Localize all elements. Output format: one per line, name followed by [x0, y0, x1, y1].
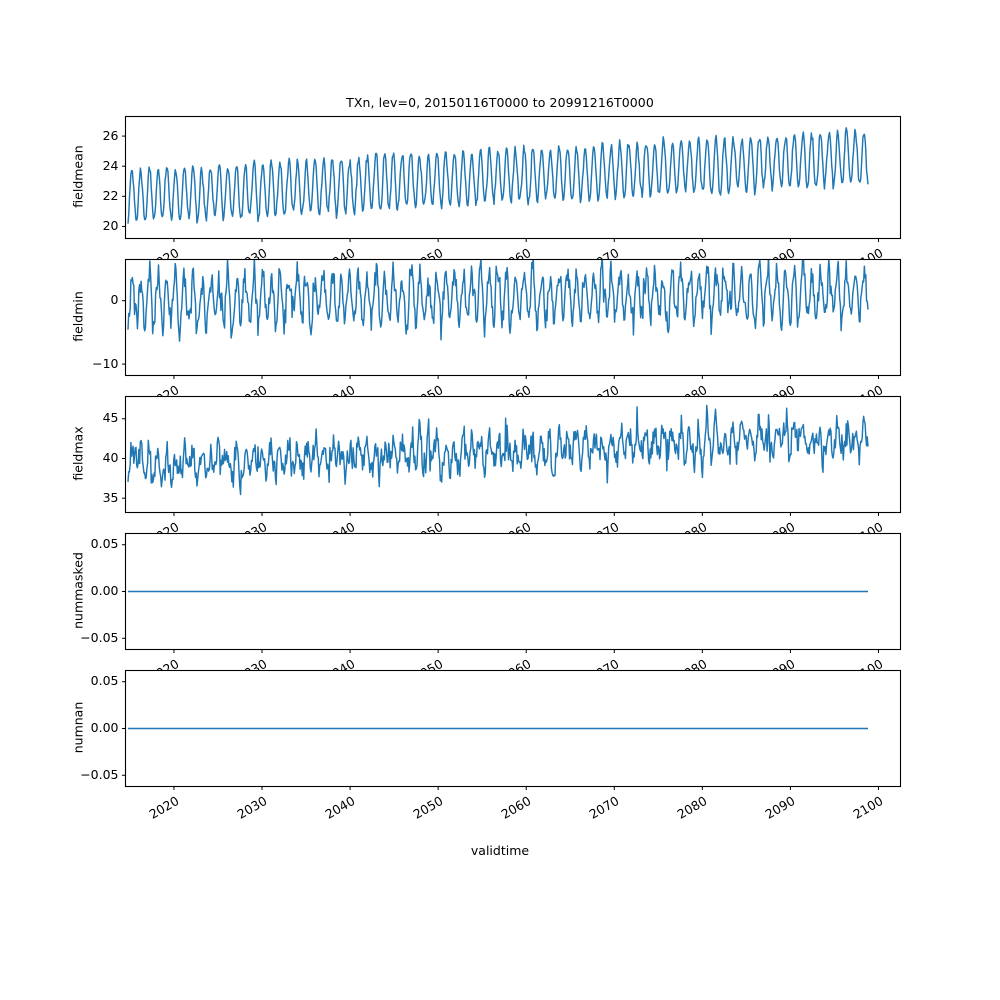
- x-tick-label: 2060: [498, 655, 534, 685]
- y-tick-label: 45: [102, 410, 119, 426]
- x-tick-label: 2070: [586, 518, 622, 548]
- axes-spines: [124, 395, 902, 514]
- x-tick-label: 2050: [410, 792, 446, 822]
- x-axis-label: validtime: [470, 843, 530, 858]
- x-tick-label: 2050: [410, 518, 446, 548]
- y-axis-label-nummasked: nummasked: [70, 551, 86, 629]
- y-tick-label: 40: [102, 449, 119, 465]
- x-tick-label: 2070: [586, 792, 622, 822]
- x-tick-label: 2050: [410, 244, 446, 274]
- x-tick-label: 2030: [234, 381, 270, 411]
- y-tick-label: 0.05: [90, 673, 119, 689]
- x-tick-label: 2020: [146, 518, 182, 548]
- axes-spines: [124, 669, 902, 788]
- y-axis-label-numnan: numnan: [70, 701, 86, 753]
- x-tick-label: 2100: [850, 244, 886, 274]
- x-tick-label: 2020: [146, 381, 182, 411]
- x-tick-label: 2090: [762, 792, 798, 822]
- x-tick-label: 2070: [586, 381, 622, 411]
- x-tick-label: 2060: [498, 792, 534, 822]
- x-tick-label: 2080: [674, 792, 710, 822]
- data-line-fieldmean: [127, 127, 869, 224]
- y-tick-label: −10: [92, 355, 119, 371]
- x-tick-label: 2090: [762, 244, 798, 274]
- x-tick-label: 2100: [850, 655, 886, 685]
- x-tick-label: 2030: [234, 792, 270, 822]
- x-tick-label: 2040: [322, 792, 358, 822]
- y-axis-label-fieldmean: fieldmean: [70, 144, 86, 208]
- x-tick-label: 2050: [410, 381, 446, 411]
- y-tick-label: 0.00: [90, 583, 119, 598]
- x-tick-label: 2060: [498, 518, 534, 548]
- x-tick-label: 2040: [322, 518, 358, 548]
- x-tick-label: 2020: [146, 244, 182, 274]
- y-tick-label: −0.05: [80, 766, 119, 782]
- x-tick-label: 2040: [322, 655, 358, 685]
- axes-spines: [124, 258, 902, 377]
- x-tick-label: 2090: [762, 518, 798, 548]
- x-tick-label: 2030: [234, 244, 270, 274]
- y-tick-label: 35: [102, 489, 119, 505]
- x-tick-label: 2070: [586, 244, 622, 274]
- axes-spines: [124, 115, 902, 240]
- x-tick-label: 2080: [674, 518, 710, 548]
- x-tick-label: 2100: [850, 792, 886, 822]
- y-tick-label: 26: [102, 127, 119, 143]
- y-tick-label: 20: [102, 217, 119, 233]
- y-tick-label: 22: [102, 187, 119, 203]
- x-tick-label: 2060: [498, 381, 534, 411]
- y-tick-label: −0.05: [80, 629, 119, 645]
- x-tick-label: 2100: [850, 381, 886, 411]
- y-axis-label-fieldmax: fieldmax: [70, 425, 86, 481]
- y-tick-label: 0.05: [90, 536, 119, 552]
- y-axis-label-fieldmin: fieldmin: [70, 290, 86, 342]
- x-tick-label: 2040: [322, 244, 358, 274]
- x-tick-label: 2040: [322, 381, 358, 411]
- x-tick-label: 2070: [586, 655, 622, 685]
- x-tick-label: 2020: [146, 792, 182, 822]
- x-tick-label: 2090: [762, 381, 798, 411]
- x-tick-label: 2100: [850, 518, 886, 548]
- x-tick-label: 2060: [498, 244, 534, 274]
- x-tick-label: 2030: [234, 518, 270, 548]
- x-tick-label: 2030: [234, 655, 270, 685]
- x-tick-label: 2020: [146, 655, 182, 685]
- axes-spines: [124, 532, 902, 651]
- x-tick-label: 2080: [674, 244, 710, 274]
- y-tick-label: 24: [102, 157, 119, 173]
- x-tick-label: 2050: [410, 655, 446, 685]
- y-tick-label: 0: [110, 292, 119, 308]
- x-tick-label: 2090: [762, 655, 798, 685]
- figure-title: TXn, lev=0, 20150116T0000 to 20991216T00…: [346, 95, 654, 110]
- x-tick-label: 2080: [674, 655, 710, 685]
- data-line-fieldmax: [127, 404, 869, 496]
- x-tick-label: 2080: [674, 381, 710, 411]
- y-tick-label: 0.00: [90, 720, 119, 735]
